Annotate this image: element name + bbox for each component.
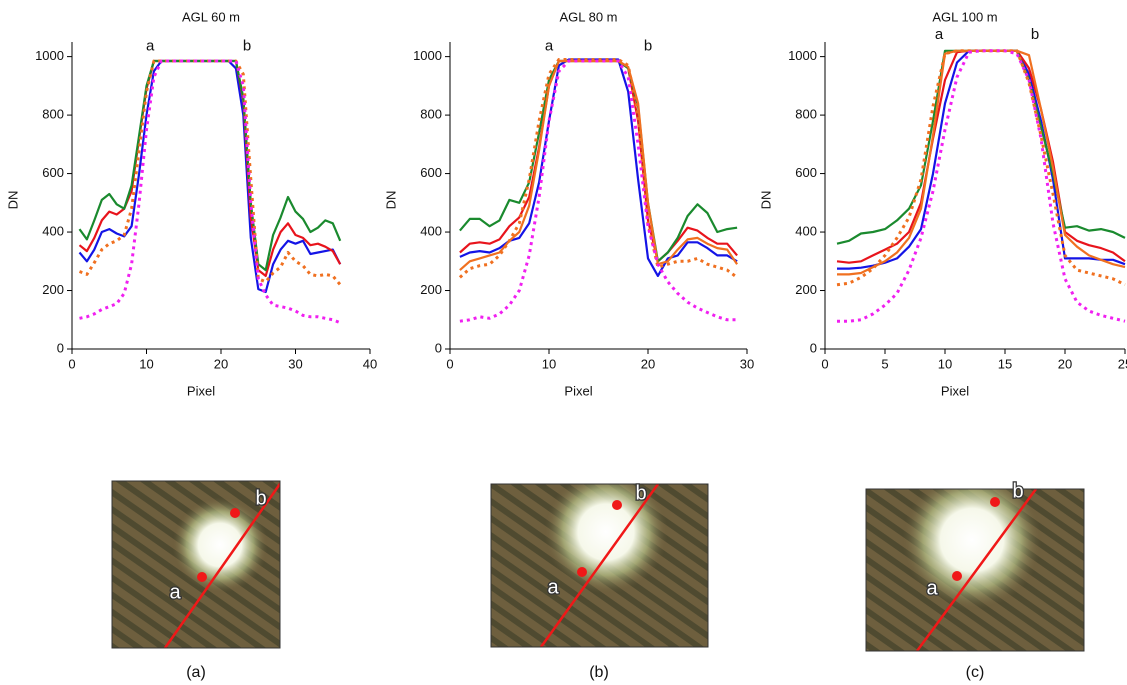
x-tick-label: 10 <box>542 356 556 371</box>
chart-title: AGL 60 m <box>182 9 240 24</box>
x-tick-label: 20 <box>641 356 655 371</box>
y-tick-label: 1000 <box>788 48 817 63</box>
image-frame <box>111 480 281 649</box>
x-tick-label: 15 <box>998 356 1012 371</box>
x-tick-label: 0 <box>446 356 453 371</box>
point-b <box>990 497 1000 507</box>
y-tick-label: 800 <box>795 107 817 122</box>
series-line <box>837 49 1126 323</box>
series-line <box>837 49 1126 270</box>
x-tick-label: 40 <box>363 356 377 371</box>
point-a <box>577 567 587 577</box>
y-tick-label: 0 <box>435 340 442 355</box>
series-line <box>459 58 738 277</box>
image-frame <box>490 483 709 648</box>
series-line <box>837 49 1126 276</box>
y-axis-label: DN <box>383 191 398 210</box>
y-tick-label: 200 <box>420 282 442 297</box>
image-label: b <box>635 482 646 504</box>
x-tick-label: 0 <box>68 356 75 371</box>
bright-target <box>902 489 1042 610</box>
y-tick-label: 0 <box>810 340 817 355</box>
bright-target <box>544 484 668 594</box>
point-b <box>230 508 240 518</box>
profile-line <box>163 481 280 648</box>
image-label: a <box>547 576 559 598</box>
x-tick-label: 10 <box>139 356 153 371</box>
x-tick-label: 20 <box>214 356 228 371</box>
series-line <box>459 59 739 271</box>
y-tick-label: 600 <box>42 165 64 180</box>
series-line <box>458 58 738 279</box>
series-line <box>79 59 341 325</box>
image-label: b <box>255 487 266 509</box>
y-tick-label: 400 <box>795 223 817 238</box>
y-axis-label: DN <box>5 191 20 210</box>
y-tick-label: 0 <box>57 340 64 355</box>
series-line <box>459 59 738 263</box>
series-line <box>78 59 342 286</box>
annotation: a <box>146 38 155 55</box>
point-b <box>612 500 622 510</box>
x-tick-label: 30 <box>740 356 754 371</box>
y-tick-label: 1000 <box>35 48 64 63</box>
image-label: a <box>169 581 181 603</box>
chart-title: AGL 100 m <box>932 9 997 24</box>
x-tick-label: 20 <box>1058 356 1072 371</box>
point-a <box>952 571 962 581</box>
image-panel <box>491 484 708 647</box>
image-frame <box>865 488 1085 652</box>
image-panel <box>112 481 280 648</box>
annotation: a <box>935 26 944 43</box>
x-tick-label: 10 <box>938 356 952 371</box>
y-axis-label: DN <box>758 191 773 210</box>
y-tick-label: 800 <box>420 107 442 122</box>
y-tick-label: 1000 <box>413 48 442 63</box>
x-tick-label: 0 <box>821 356 828 371</box>
series-line <box>836 49 1126 245</box>
annotation: b <box>1031 26 1039 43</box>
series-line <box>78 59 342 294</box>
x-axis-label: Pixel <box>941 383 969 398</box>
y-tick-label: 400 <box>420 223 442 238</box>
panel-caption: (c) <box>966 664 985 681</box>
annotation: b <box>243 38 251 55</box>
image-label: b <box>1012 480 1023 502</box>
y-tick-label: 200 <box>795 282 817 297</box>
x-tick-label: 5 <box>881 356 888 371</box>
series-line <box>459 59 738 323</box>
y-tick-label: 600 <box>795 165 817 180</box>
image-label: a <box>926 577 938 599</box>
bright-target <box>172 497 268 593</box>
point-a <box>197 572 207 582</box>
y-tick-label: 800 <box>42 107 64 122</box>
x-tick-label: 30 <box>288 356 302 371</box>
image-panel <box>866 489 1084 651</box>
y-tick-label: 600 <box>420 165 442 180</box>
panel-caption: (a) <box>186 664 206 681</box>
annotation: b <box>644 38 652 55</box>
panel-caption: (b) <box>589 664 609 681</box>
chart-title: AGL 80 m <box>559 9 617 24</box>
annotation: a <box>545 38 554 55</box>
series-line <box>459 59 738 263</box>
x-axis-label: Pixel <box>187 383 215 398</box>
y-tick-label: 400 <box>42 223 64 238</box>
x-tick-label: 25 <box>1118 356 1127 371</box>
profile-line <box>539 484 660 647</box>
x-axis-label: Pixel <box>564 383 592 398</box>
series-line <box>836 49 1126 287</box>
series-line <box>78 59 342 277</box>
y-tick-label: 200 <box>42 282 64 297</box>
profile-line <box>915 489 1038 651</box>
